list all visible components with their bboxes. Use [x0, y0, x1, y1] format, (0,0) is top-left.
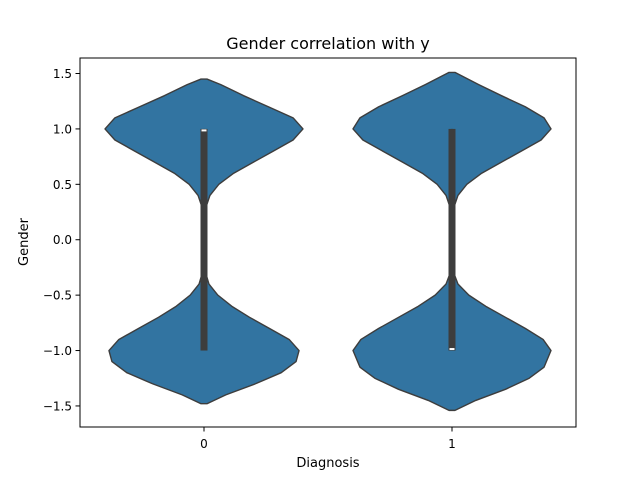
chart-title: Gender correlation with y — [226, 34, 429, 53]
y-tick-label: −0.5 — [43, 289, 72, 303]
x-tick-label: 1 — [448, 437, 456, 451]
x-tick-label: 0 — [200, 437, 208, 451]
x-axis-label: Diagnosis — [296, 456, 359, 471]
y-tick-label: −1.5 — [43, 399, 72, 413]
y-tick-label: 1.0 — [53, 122, 72, 136]
y-axis-label: Gender — [17, 217, 32, 266]
y-tick-label: 0.0 — [53, 233, 72, 247]
plot-area-frame — [79, 57, 577, 428]
y-axis: −1.5 −1.0 −0.5 0.0 0.5 1.0 1.5 — [43, 67, 80, 413]
y-tick-label: −1.0 — [43, 344, 72, 358]
violin-layer — [104, 71, 552, 412]
y-tick-label: 0.5 — [53, 178, 72, 192]
violin-iqr-box-1 — [448, 128, 456, 351]
violin-group-1 — [352, 71, 552, 412]
violin-group-0 — [104, 78, 304, 405]
y-tick-label: 1.5 — [53, 67, 72, 81]
violin-iqr-box-0 — [200, 128, 208, 351]
